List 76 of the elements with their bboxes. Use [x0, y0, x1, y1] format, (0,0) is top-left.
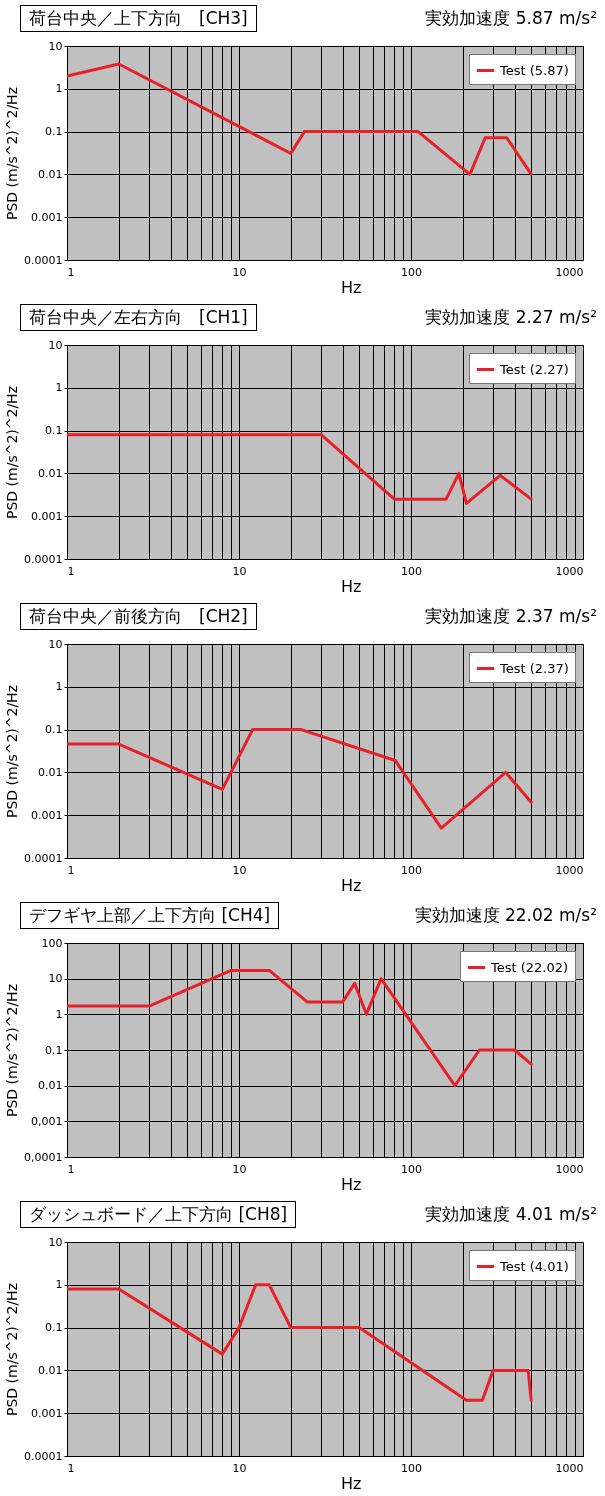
y-tick-label: 0.1: [45, 1321, 63, 1335]
y-tick-label: 0.0001: [24, 1449, 63, 1463]
y-tick-label: 100: [41, 936, 63, 950]
x-tick-label: 100: [401, 1461, 422, 1475]
y-tick-label: 0.01: [38, 167, 63, 181]
x-tick-label: 1: [67, 564, 75, 578]
y-axis-title: PSD (m/s^2)^2/Hz: [4, 685, 21, 818]
chart-title: 荷台中央／上下方向 [CH3]: [20, 4, 257, 32]
x-tick-label: 100: [401, 863, 422, 877]
y-tick-label: 0.01: [38, 765, 63, 779]
y-axis-title: PSD (m/s^2)^2/Hz: [4, 984, 21, 1117]
x-tick-label: 10: [232, 863, 247, 877]
x-axis-title: Hz: [341, 277, 362, 297]
y-tick-label: 10: [48, 39, 63, 53]
y-tick-label: 0.001: [31, 808, 63, 822]
chart-subtitle: 実効加速度 22.02 m/s²: [414, 903, 597, 927]
x-tick-label: 1000: [555, 564, 584, 578]
y-tick-label: 0.01: [38, 466, 63, 480]
x-tick-label: 10: [232, 265, 247, 279]
y-tick-label: 1: [55, 1007, 63, 1021]
chart-title: 荷台中央／左右方向 [CH1]: [20, 303, 257, 331]
chart-title: ダッシュボード／上下方向 [CH8]: [20, 1200, 297, 1228]
y-tick-label: 1: [55, 1278, 63, 1292]
y-tick-label: 0.0001: [24, 253, 63, 267]
x-tick-label: 1000: [555, 863, 584, 877]
legend-label: Test (2.27): [499, 361, 569, 377]
x-tick-label: 100: [401, 1162, 422, 1176]
chart-title: デフギヤ上部／上下方向 [CH4]: [20, 901, 280, 929]
x-tick-label: 10: [232, 564, 247, 578]
chart-subtitle: 実効加速度 4.01 m/s²: [425, 1202, 597, 1226]
y-tick-label: 0.1: [45, 125, 63, 139]
x-tick-label: 1000: [555, 1162, 584, 1176]
y-tick-label: 0.001: [31, 509, 63, 523]
x-tick-label: 10: [232, 1461, 247, 1475]
x-tick-label: 1: [67, 265, 75, 279]
chart-title: 荷台中央／前後方向 [CH2]: [20, 602, 257, 630]
chart-subtitle: 実効加速度 5.87 m/s²: [425, 6, 597, 30]
x-tick-label: 100: [401, 265, 422, 279]
x-tick-label: 1: [67, 1162, 75, 1176]
x-axis-title: Hz: [341, 1174, 362, 1194]
y-tick-label: 1: [55, 381, 63, 395]
y-tick-label: 0.01: [38, 1079, 63, 1093]
y-axis-title: PSD (m/s^2)^2/Hz: [4, 87, 21, 220]
legend-label: Test (5.87): [499, 62, 569, 78]
legend-label: Test (2.37): [499, 660, 569, 676]
legend-label: Test (4.01): [499, 1258, 569, 1274]
y-tick-label: 0.1: [45, 723, 63, 737]
y-tick-label: 0.0001: [24, 851, 63, 865]
x-tick-label: 100: [401, 564, 422, 578]
chart-subtitle: 実効加速度 2.37 m/s²: [425, 604, 597, 628]
x-axis-title: Hz: [341, 576, 362, 596]
y-tick-label: 0.01: [38, 1363, 63, 1377]
chart-subtitle: 実効加速度 2.27 m/s²: [425, 305, 597, 329]
y-tick-label: 0,001: [31, 1114, 63, 1128]
y-tick-label: 0.0001: [24, 552, 63, 566]
x-tick-label: 1: [67, 1461, 75, 1475]
x-tick-label: 1: [67, 863, 75, 877]
y-tick-label: 0.1: [45, 1043, 63, 1057]
x-tick-label: 1000: [555, 1461, 584, 1475]
y-tick-label: 0,0001: [24, 1150, 63, 1164]
y-tick-label: 1: [55, 680, 63, 694]
x-axis-title: Hz: [341, 875, 362, 895]
y-tick-label: 10: [48, 338, 63, 352]
y-tick-label: 10: [48, 637, 63, 651]
legend-label: Test (22.02): [490, 959, 569, 975]
y-tick-label: 1: [55, 82, 63, 96]
y-axis-title: PSD (m/s^2)^2/Hz: [4, 386, 21, 519]
y-axis-title: PSD (m/s^2)^2/Hz: [4, 1283, 21, 1416]
y-tick-label: 10: [48, 972, 63, 986]
y-tick-label: 10: [48, 1235, 63, 1249]
y-tick-label: 0.1: [45, 424, 63, 438]
x-tick-label: 10: [232, 1162, 247, 1176]
y-tick-label: 0.001: [31, 1406, 63, 1420]
y-tick-label: 0.001: [31, 210, 63, 224]
x-tick-label: 1000: [555, 265, 584, 279]
x-axis-title: Hz: [341, 1473, 362, 1493]
